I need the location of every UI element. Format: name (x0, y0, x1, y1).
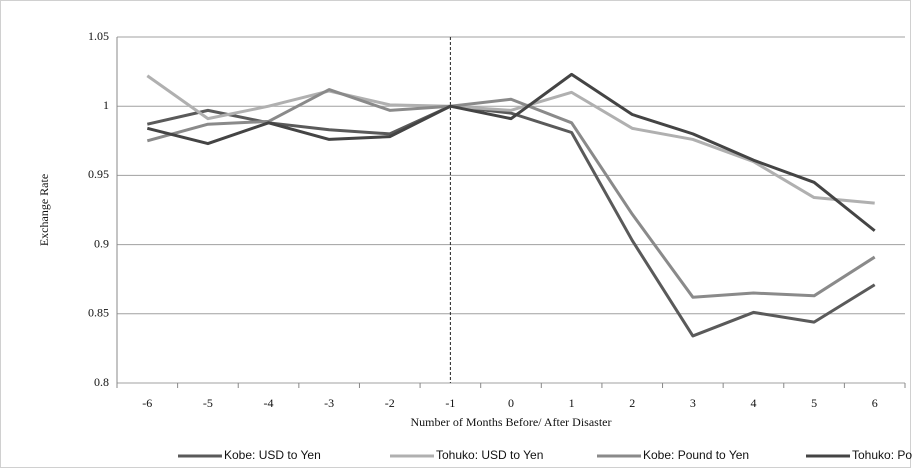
x-tick-label: 5 (811, 396, 817, 410)
y-axis-label: Exchange Rate (37, 174, 51, 246)
x-tick-label: -1 (445, 396, 455, 410)
y-tick-label: 0.9 (94, 236, 109, 250)
legend-label: Tohuko: Pound to Yen (852, 448, 912, 462)
y-tick-label: 1.05 (88, 29, 109, 43)
y-tick-label: 0.95 (88, 167, 109, 181)
x-tick-label: -2 (385, 396, 395, 410)
y-tick-label: 1 (103, 98, 109, 112)
x-tick-label: 1 (569, 396, 575, 410)
x-axis-label: Number of Months Before/ After Disaster (411, 415, 612, 429)
x-tick-label: -4 (264, 396, 274, 410)
x-tick-label: 3 (690, 396, 696, 410)
y-tick-label: 0.8 (94, 375, 109, 389)
x-tick-label: -6 (142, 396, 152, 410)
legend-label: Kobe: USD to Yen (224, 448, 321, 462)
legend-label: Kobe: Pound to Yen (643, 448, 749, 462)
x-tick-label: 6 (872, 396, 878, 410)
x-tick-label: 2 (629, 396, 635, 410)
legend-label: Tohuko: USD to Yen (436, 448, 543, 462)
x-tick-label: 4 (750, 396, 756, 410)
y-tick-label: 0.85 (88, 306, 109, 320)
x-tick-label: 0 (508, 396, 514, 410)
series-line (146, 72, 876, 232)
x-tick-label: -5 (203, 396, 213, 410)
x-tick-label: -3 (324, 396, 334, 410)
